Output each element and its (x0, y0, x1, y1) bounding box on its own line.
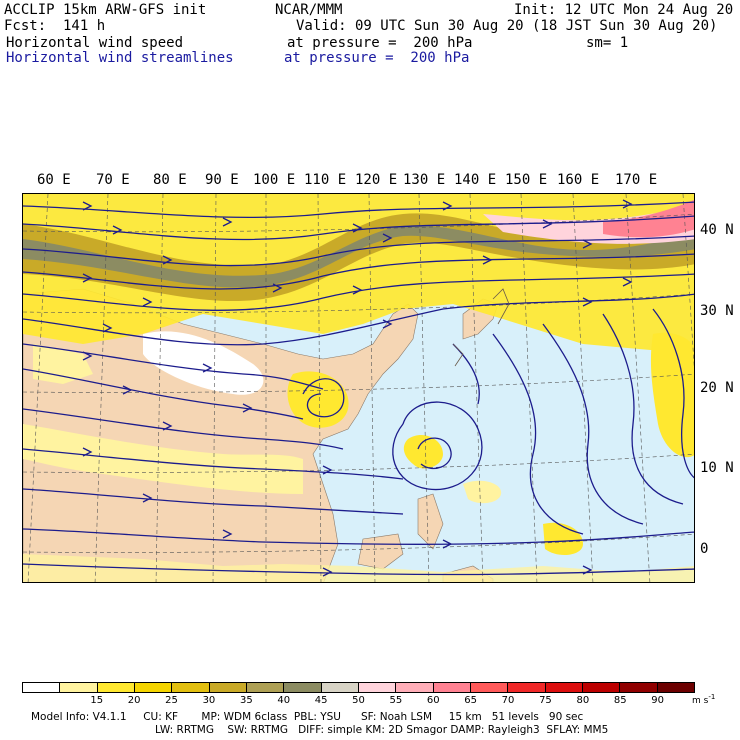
streamlines (23, 201, 694, 576)
colorbar-swatch (284, 683, 322, 692)
lon-label: 150 E (505, 172, 548, 188)
streamline-arrows (82, 199, 633, 577)
lon-label: 140 E (454, 172, 497, 188)
colorbar-swatch (134, 683, 173, 692)
colorbar-tick-label: 90 (651, 695, 664, 706)
center-label: NCAR/MMM (275, 2, 343, 18)
colorbar (22, 682, 695, 693)
forecast-hour: Fcst: 141 h (4, 18, 106, 34)
field-streamline-label: Horizontal wind streamlines (6, 50, 234, 66)
wind-map (22, 193, 695, 583)
wind-speed-shading (23, 194, 694, 582)
colorbar-tick-label: 85 (613, 695, 627, 706)
colorbar-tick-label: 20 (127, 695, 141, 706)
colorbar-tick-label: 80 (576, 695, 590, 706)
field-streamline-level: at pressure = 200 hPa (284, 50, 470, 66)
lat-label: 30 N (700, 303, 734, 319)
colorbar-swatch (657, 683, 694, 692)
lat-label: 10 N (700, 460, 734, 476)
smoothing-label: sm= 1 (586, 35, 629, 51)
lon-label: 90 E (205, 172, 239, 188)
colorbar-swatch (582, 683, 621, 692)
wind-map-graphic (23, 194, 694, 582)
model-info-line2: LW: RRTMG SW: RRTMG DIFF: simple KM: 2D … (155, 724, 609, 736)
lon-label: 70 E (96, 172, 130, 188)
colorbar-swatch (358, 683, 397, 692)
colorbar-tick-label: 40 (277, 695, 291, 706)
colorbar-unit: m s-1 (692, 693, 716, 706)
colorbar-swatch (60, 683, 98, 692)
colorbar-swatch (209, 683, 247, 692)
colorbar-swatch (433, 683, 471, 692)
model-title: ACCLIP 15km ARW-GFS init (4, 2, 207, 18)
colorbar-tick-label: 25 (165, 695, 178, 706)
colorbar-tick-label: 65 (464, 695, 478, 706)
colorbar-swatch (172, 683, 210, 692)
field-speed-level: at pressure = 200 hPa (287, 35, 473, 51)
colorbar-swatch (470, 683, 509, 692)
colorbar-swatch (246, 683, 285, 692)
lon-label: 170 E (615, 172, 658, 188)
valid-time: Valid: 09 UTC Sun 30 Aug 20 (18 JST Sun … (296, 18, 718, 34)
colorbar-tick-label: 35 (239, 695, 253, 706)
colorbar-tick-label: 70 (501, 695, 515, 706)
colorbar-tick-label: 55 (389, 695, 403, 706)
lon-label: 60 E (37, 172, 71, 188)
lon-label: 120 E (355, 172, 398, 188)
colorbar-swatch (396, 683, 434, 692)
lat-label: 20 N (700, 380, 734, 396)
colorbar-tick-label: 30 (202, 695, 216, 706)
colorbar-swatch (620, 683, 658, 692)
lon-label: 130 E (403, 172, 446, 188)
coastlines (452, 288, 510, 367)
lat-label: 0 (700, 541, 709, 557)
lon-label: 110 E (304, 172, 347, 188)
field-speed-label: Horizontal wind speed (6, 35, 184, 51)
colorbar-tick-label: 15 (90, 695, 104, 706)
colorbar-swatch (321, 683, 359, 692)
init-time: Init: 12 UTC Mon 24 Aug 20 (514, 2, 734, 18)
colorbar-swatch (23, 683, 61, 692)
colorbar-tick-label: 60 (426, 695, 440, 706)
grid-lines (23, 194, 694, 582)
colorbar-swatch (97, 683, 135, 692)
colorbar-tick-label: 75 (539, 695, 552, 706)
colorbar-tick-label: 45 (314, 695, 328, 706)
lon-label: 100 E (253, 172, 296, 188)
model-info-line1: Model Info: V4.1.1 CU: KF MP: WDM 6class… (31, 711, 584, 723)
lon-label: 160 E (557, 172, 600, 188)
lon-label: 80 E (153, 172, 187, 188)
colorbar-swatch (508, 683, 546, 692)
lat-label: 40 N (700, 222, 734, 238)
colorbar-tick-label: 50 (352, 695, 365, 706)
colorbar-swatch (545, 683, 583, 692)
